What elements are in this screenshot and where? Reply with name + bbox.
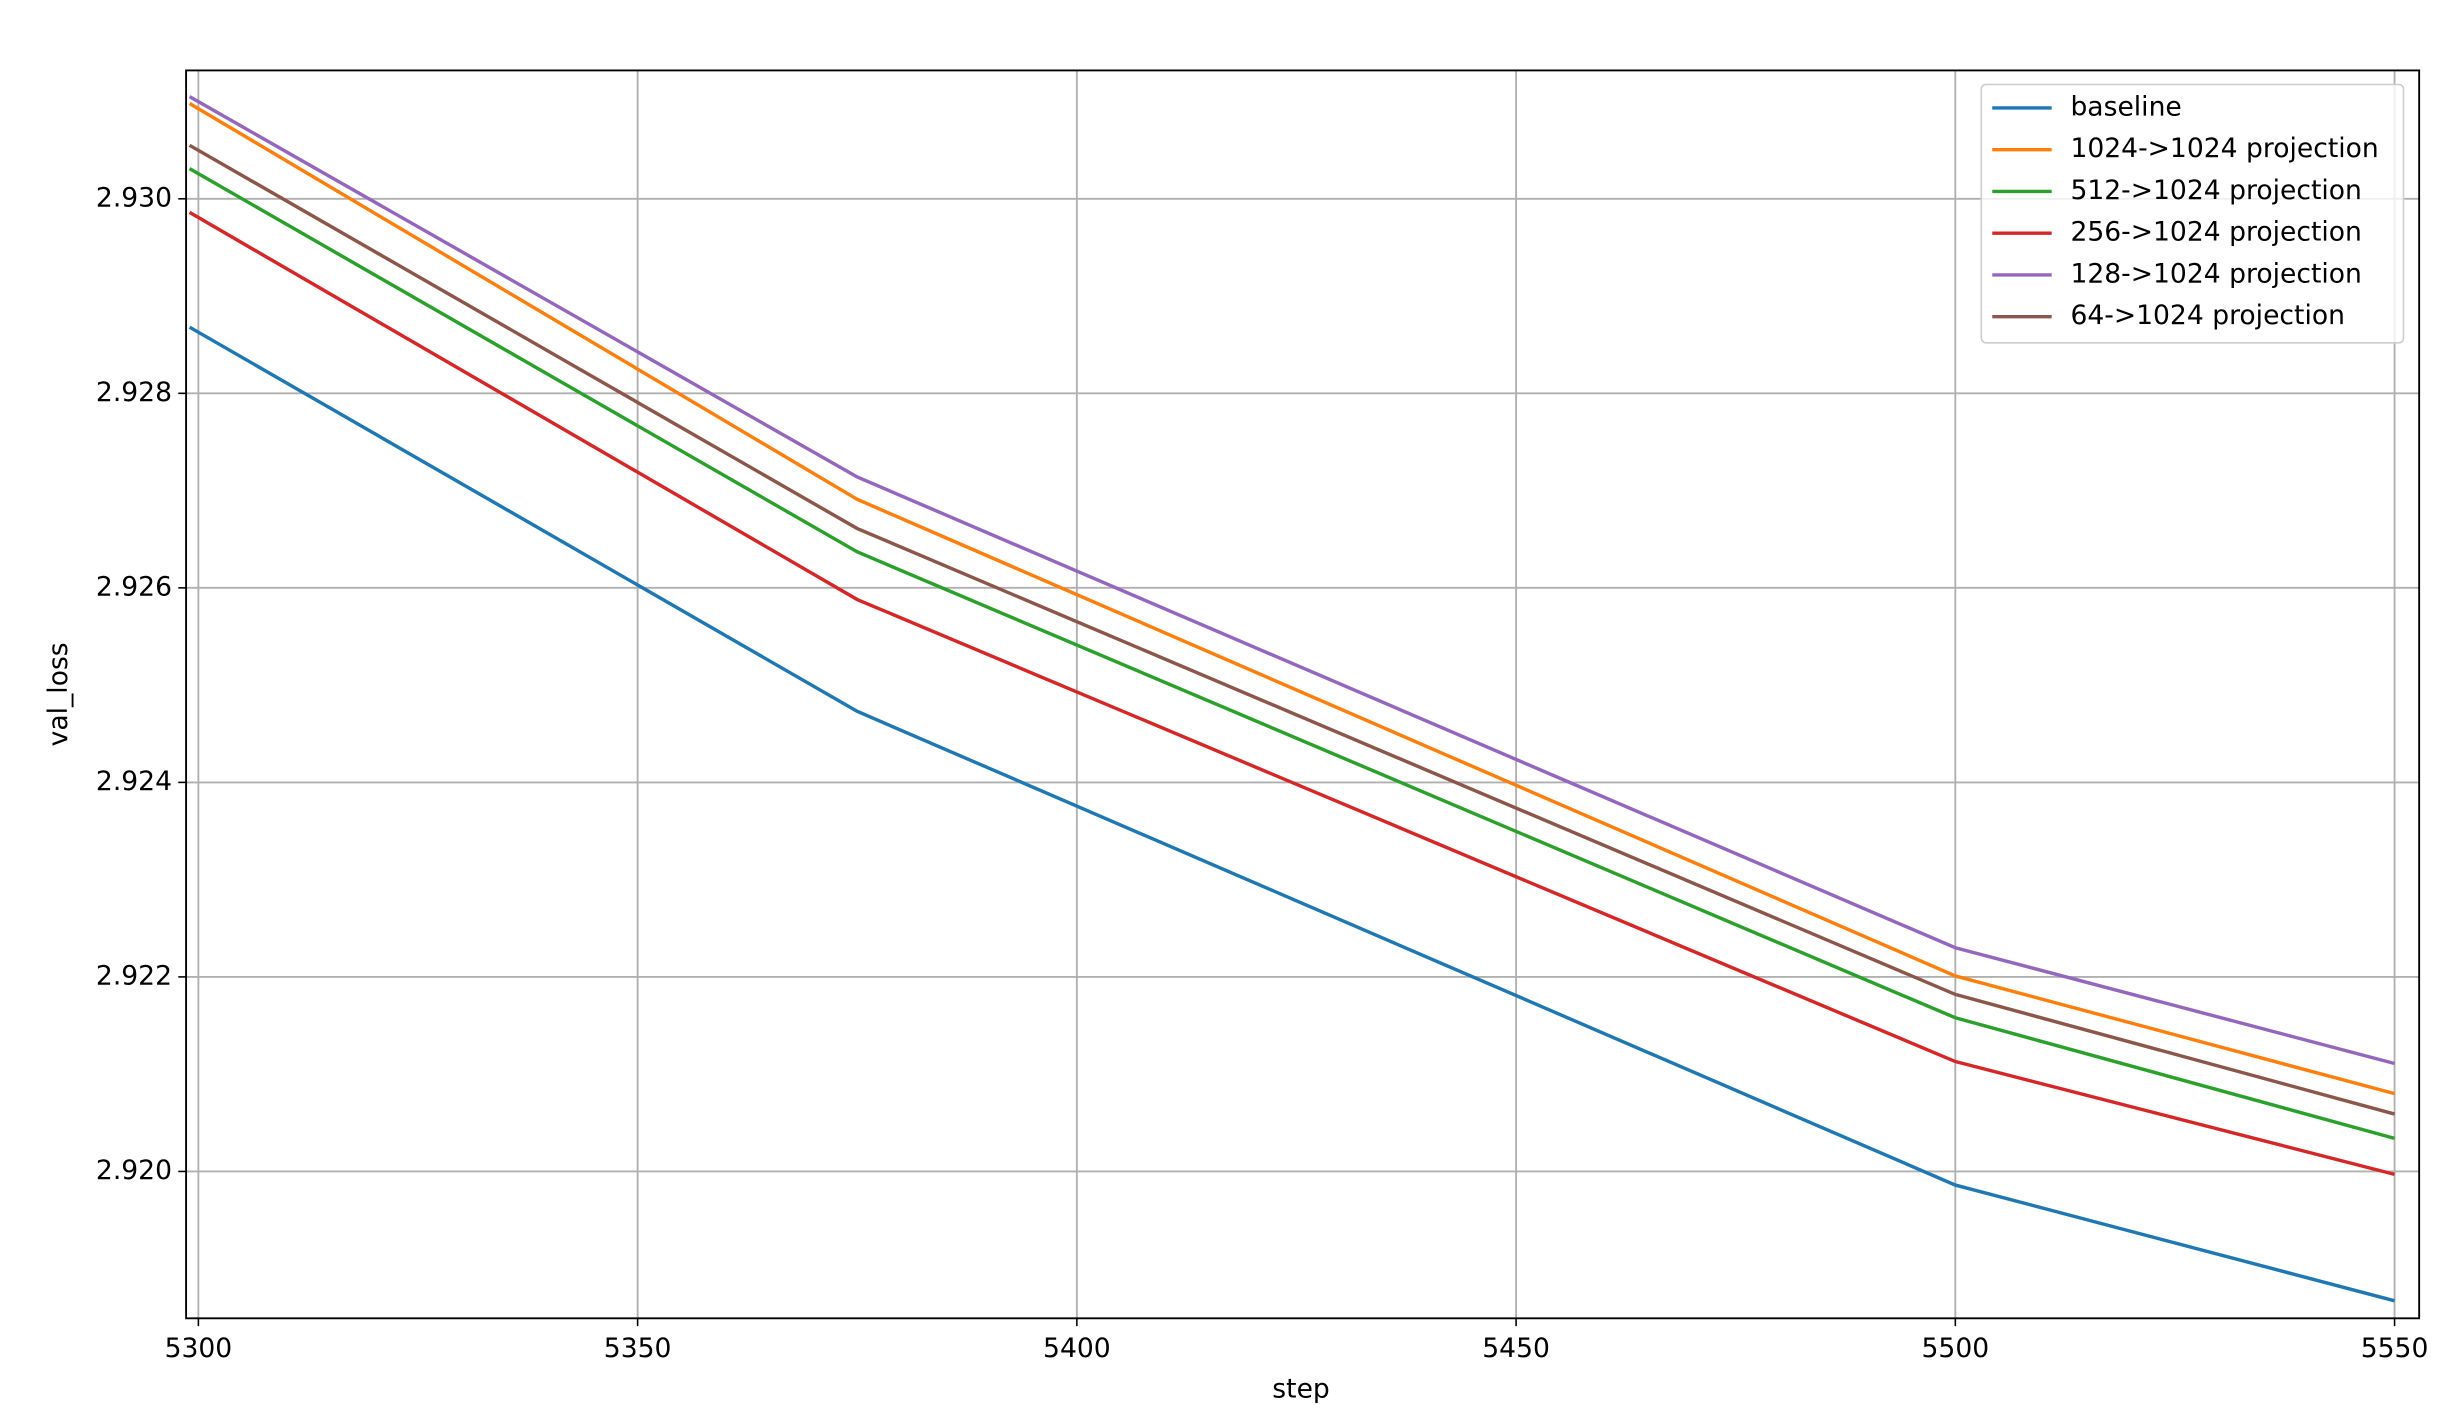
x-tick-label: 5400 <box>1043 1333 1111 1364</box>
y-axis-label: val_loss <box>43 642 74 746</box>
x-tick-label: 5500 <box>1922 1333 1990 1364</box>
x-tick-label: 5350 <box>604 1333 672 1364</box>
legend-label: 512->1024 projection <box>2070 175 2361 206</box>
line-series <box>188 143 2396 1116</box>
legend-label: 128->1024 projection <box>2070 258 2361 289</box>
legend-label: baseline <box>2070 91 2181 122</box>
line-series <box>188 325 2396 1303</box>
x-axis-label: step <box>1272 1374 1330 1405</box>
legend-label: 64->1024 projection <box>2070 300 2345 331</box>
y-tick-label: 2.922 <box>96 960 172 991</box>
line-series <box>188 102 2396 1096</box>
y-tick-label: 2.924 <box>96 766 172 797</box>
x-tick-label: 5550 <box>2361 1333 2429 1364</box>
line-series <box>188 95 2396 1066</box>
y-tick-label: 2.926 <box>96 571 172 602</box>
y-tick-label: 2.920 <box>96 1155 172 1186</box>
legend-label: 1024->1024 projection <box>2070 133 2378 164</box>
legend-box <box>1980 83 2405 344</box>
line-series <box>188 167 2396 1141</box>
y-tick-label: 2.930 <box>96 182 172 213</box>
line-series <box>188 210 2395 1177</box>
plot-frame <box>185 69 2421 1320</box>
legend-label: 256->1024 projection <box>2070 217 2361 248</box>
x-tick-label: 5300 <box>165 1333 233 1364</box>
y-tick-label: 2.928 <box>96 377 172 408</box>
x-tick-label: 5450 <box>1482 1333 1550 1364</box>
